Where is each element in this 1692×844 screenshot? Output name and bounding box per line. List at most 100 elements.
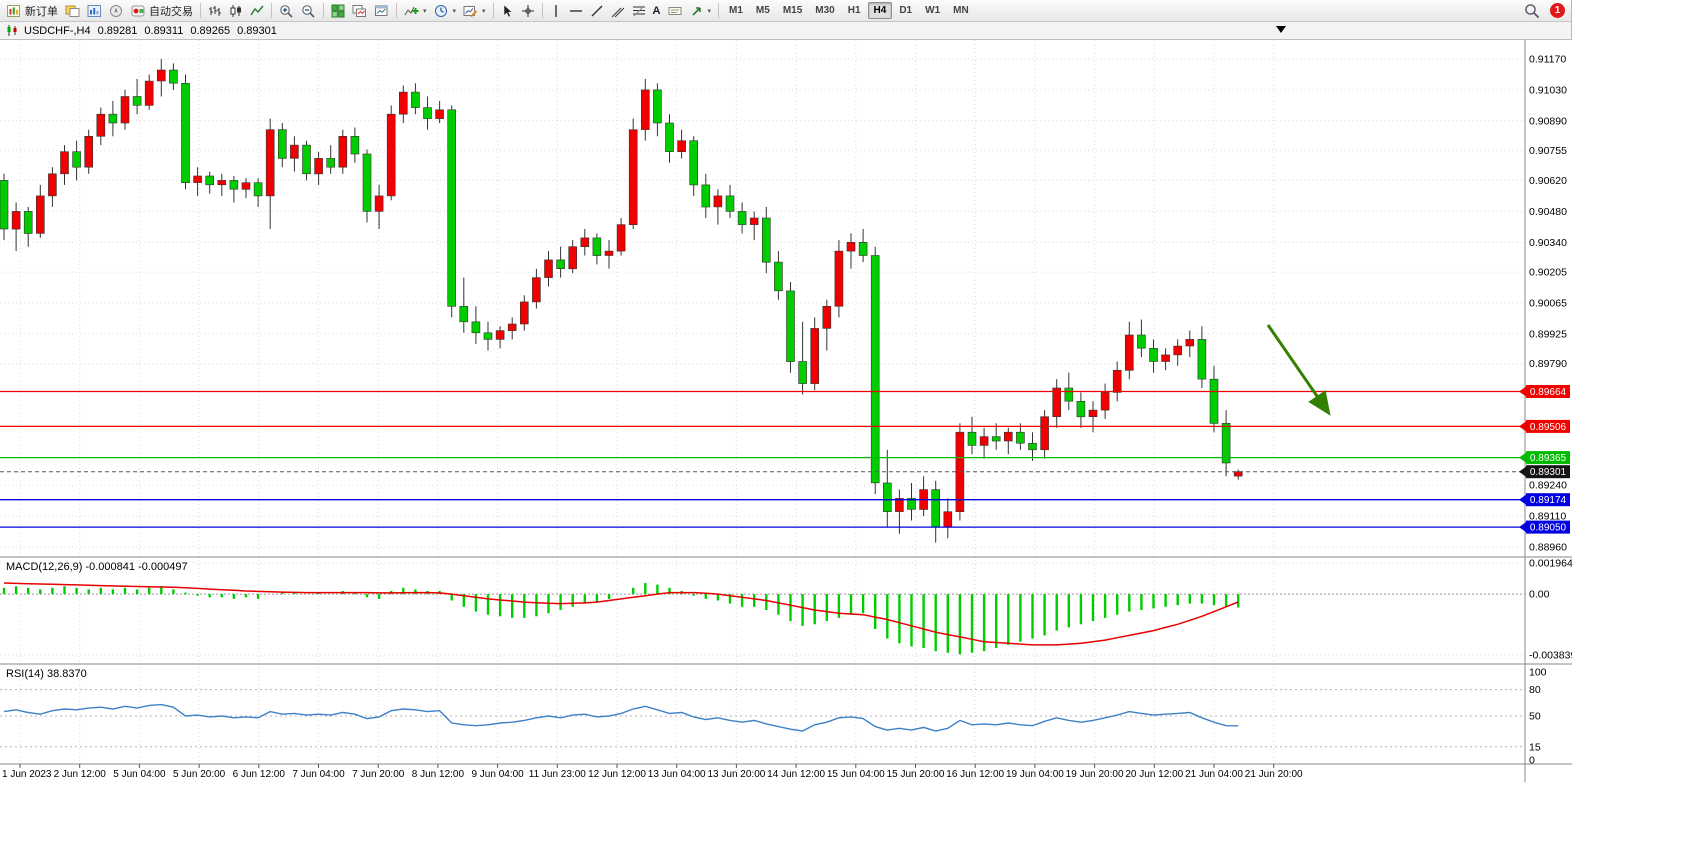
tile-windows-icon [331,4,345,17]
timeframe-mn-button[interactable]: MN [953,5,969,16]
svg-text:7 Jun 04:00: 7 Jun 04:00 [292,769,345,780]
svg-text:13 Jun 04:00: 13 Jun 04:00 [648,769,706,780]
svg-text:0.89790: 0.89790 [1529,358,1567,370]
fibonacci-icon [632,5,645,16]
fibonacci-button[interactable] [629,1,649,21]
candlestick-chart-button[interactable] [226,1,246,21]
navigator-button[interactable] [106,1,127,21]
svg-text:-0.003839: -0.003839 [1529,650,1572,662]
templates-caret-icon: ▾ [482,7,486,15]
svg-text:0.90340: 0.90340 [1529,237,1567,249]
tile-windows-button[interactable] [328,1,348,21]
toolbar-separator [323,3,324,18]
arrows-caret-icon: ▾ [707,7,712,15]
svg-text:12 Jun 12:00: 12 Jun 12:00 [588,769,646,780]
vertical-line-button[interactable] [547,1,565,21]
new-order-button[interactable]: 新订单 [4,1,61,21]
horizontal-line-icon [569,9,582,12]
channel-button[interactable] [608,1,628,21]
search-icon[interactable] [1524,3,1540,19]
svg-text:11 Jun 23:00: 11 Jun 23:00 [529,769,587,780]
svg-text:15 Jun 20:00: 15 Jun 20:00 [887,769,945,780]
cursor-icon [503,3,513,17]
periods-button[interactable]: ▾ [431,1,460,21]
market-watch-button[interactable] [84,1,105,21]
line-chart-button[interactable] [247,1,267,21]
trendline-icon [591,5,603,16]
zoom-out-button[interactable] [298,1,319,21]
crosshair-icon [521,4,534,17]
chart-symbol-period: USDCHF-,H4 [24,24,91,37]
timeframe-w1-button[interactable]: W1 [925,5,941,16]
autotrading-button[interactable]: 自动交易 [128,1,196,21]
price-badge: 0.89506 [1519,419,1570,433]
timeframe-h4-button[interactable]: H4 [867,2,893,19]
autotrading-label: 自动交易 [149,5,193,18]
templates-button[interactable]: ▾ [460,1,489,21]
text-button[interactable]: A [650,1,664,21]
timeframe-m1-button[interactable]: M1 [729,5,743,16]
zoom-in-button[interactable] [276,1,297,21]
time-axis-labels: 1 Jun 2023 2 Jun 12:00 5 Jun 04:00 5 Jun 20… [2,764,1303,780]
bar-chart-button[interactable] [205,1,225,21]
horizontal-level-lines[interactable] [0,390,1525,528]
trend-arrow-annotation[interactable] [1266,324,1331,416]
svg-text:0.00: 0.00 [1529,589,1550,601]
price-badge: 0.89365 [1519,451,1570,465]
svg-text:0: 0 [1529,755,1535,767]
ohlc-open: 0.89281 [97,24,138,37]
toolbar: 新订单 自动交易 [0,0,1571,22]
indicators-button[interactable]: ▾ [401,1,430,21]
svg-text:0.91170: 0.91170 [1529,54,1566,66]
cascade-windows-button[interactable] [349,1,370,21]
svg-text:0.89365: 0.89365 [1530,453,1567,464]
autotrading-icon [131,5,145,16]
chart-profiles-icon [65,5,80,17]
horizontal-line-button[interactable] [566,1,586,21]
chart-canvas[interactable]: 0.91170 0.91030 0.90890 0.90755 0.90620 0.904… [0,40,1572,782]
new-chart-window-button[interactable] [371,1,392,21]
svg-text:2 Jun 12:00: 2 Jun 12:00 [54,769,107,780]
svg-text:0.90480: 0.90480 [1529,206,1567,218]
svg-text:5 Jun 20:00: 5 Jun 20:00 [173,769,226,780]
chart-profiles-button[interactable] [62,1,83,21]
svg-text:0.90065: 0.90065 [1529,298,1567,310]
indicators-caret-icon: ▾ [423,7,427,15]
timeframe-m15-button[interactable]: M15 [782,5,803,16]
svg-text:0.91030: 0.91030 [1529,84,1567,96]
notification-badge[interactable]: 1 [1550,3,1565,18]
trendline-button[interactable] [587,1,607,21]
svg-text:19 Jun 20:00: 19 Jun 20:00 [1066,769,1124,780]
label-button[interactable] [665,1,686,21]
timeframe-h1-button[interactable]: H1 [847,5,861,16]
periods-clock-icon [434,4,447,17]
bar-chart-icon [209,5,221,16]
market-watch-icon [87,4,101,17]
cursor-button[interactable] [498,1,517,21]
zoom-in-icon [280,4,293,18]
svg-text:0.90890: 0.90890 [1529,115,1567,127]
svg-text:0.89925: 0.89925 [1529,328,1567,340]
timeframe-m5-button[interactable]: M5 [755,5,770,16]
svg-text:13 Jun 20:00: 13 Jun 20:00 [707,769,765,780]
chart-symbol-icon [7,25,17,36]
new-order-label: 新订单 [25,5,58,18]
svg-text:0.001964: 0.001964 [1529,558,1572,570]
svg-text:0.89240: 0.89240 [1529,480,1567,492]
arrows-button[interactable]: ▾ [687,1,715,21]
object-marker-triangle-icon[interactable] [1276,26,1286,33]
price-badge: 0.89664 [1519,385,1570,398]
timeframe-m30-button[interactable]: M30 [815,5,835,16]
mt4-window: 新订单 自动交易 [0,0,1572,782]
timeframe-d1-button[interactable]: D1 [899,5,913,16]
crosshair-button[interactable] [518,1,538,21]
svg-text:8 Jun 12:00: 8 Jun 12:00 [412,769,465,780]
svg-text:15: 15 [1529,741,1541,753]
rsi-label: RSI(14) 38.8370 [6,668,87,680]
svg-text:14 Jun 12:00: 14 Jun 12:00 [767,769,825,780]
svg-text:0.89110: 0.89110 [1529,511,1566,523]
price-badge: 0.89050 [1519,520,1570,534]
svg-text:19 Jun 04:00: 19 Jun 04:00 [1006,769,1064,780]
macd-label: MACD(12,26,9) -0.000841 -0.000497 [6,561,188,573]
